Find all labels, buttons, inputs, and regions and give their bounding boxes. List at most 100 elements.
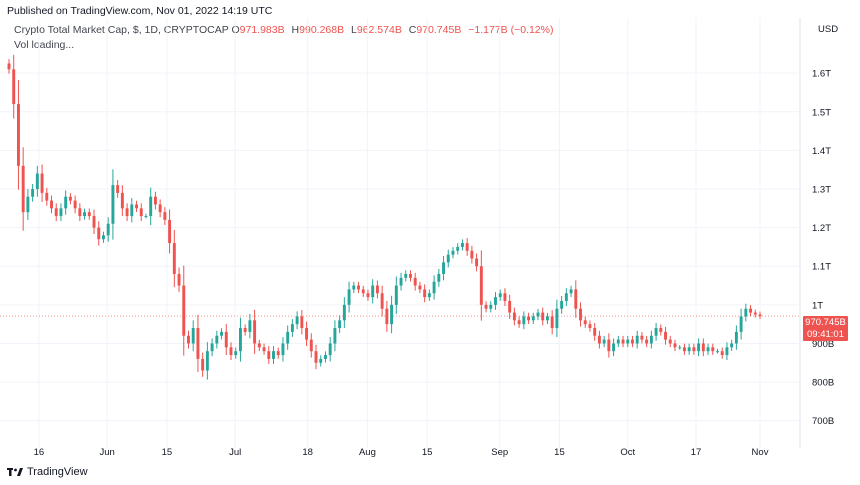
candle-body xyxy=(371,285,375,298)
x-tick-label: 18 xyxy=(302,447,313,458)
candle-body xyxy=(725,347,729,356)
candle-body xyxy=(706,347,710,352)
candle-body xyxy=(309,339,313,352)
candle-body xyxy=(588,324,592,329)
candle-body xyxy=(295,316,299,325)
candle-body xyxy=(734,331,738,344)
price-axis: 700B 800B 900B 1T 1.1T 1.2T 1.3T 1.4T 1.5T 1.6T xyxy=(812,69,834,428)
candle-body xyxy=(574,289,578,309)
candle-body xyxy=(352,285,356,290)
candle-body xyxy=(626,339,630,344)
tradingview-logo[interactable]: TradingView xyxy=(7,466,88,478)
candle-body xyxy=(394,285,398,305)
candle-body xyxy=(220,331,224,336)
candle-body xyxy=(243,328,247,332)
candle-body xyxy=(484,304,488,309)
candle-body xyxy=(50,200,53,209)
candle-body xyxy=(272,351,275,359)
candle-body xyxy=(229,347,233,356)
candle-body xyxy=(720,351,724,356)
symbol-label: Crypto Total Market Cap, $, 1D, CRYPTOCA… xyxy=(14,24,229,36)
candle-body xyxy=(144,216,148,218)
x-tick-label: Aug xyxy=(359,447,376,458)
candle-body xyxy=(640,335,644,340)
candle-body xyxy=(333,328,337,344)
candle-body xyxy=(517,320,521,325)
high-label: H xyxy=(291,24,300,36)
candle-body xyxy=(635,335,639,344)
candle-body xyxy=(205,351,209,371)
candle-body xyxy=(116,185,120,193)
candle-body xyxy=(427,293,431,298)
y-tick-label: 800B xyxy=(812,378,834,389)
candle-body xyxy=(21,165,25,213)
candle-body xyxy=(479,266,483,305)
candle-body xyxy=(290,324,294,332)
candle-body xyxy=(366,293,370,298)
candle-body xyxy=(409,273,412,278)
candle-body xyxy=(7,63,11,70)
y-tick-label: 1.5T xyxy=(812,107,831,118)
candle-body xyxy=(442,262,446,274)
y-tick-label: 1T xyxy=(812,300,823,311)
candle-body xyxy=(579,308,582,321)
bar-countdown: 09:41:01 xyxy=(807,328,844,340)
candle-body xyxy=(749,308,753,313)
candle-body xyxy=(668,339,672,344)
candle-body xyxy=(12,69,16,105)
candle-body xyxy=(224,331,228,348)
candle-body xyxy=(512,312,516,321)
candle-body xyxy=(210,343,214,352)
high-value: 990.268B xyxy=(299,24,345,36)
x-tick-label: Jul xyxy=(229,447,241,458)
last-price-tag: 970.745B 09:41:01 xyxy=(803,316,848,341)
candle-body xyxy=(172,243,176,274)
candle-body xyxy=(191,328,195,344)
candle-body xyxy=(616,339,620,344)
candle-body xyxy=(253,320,257,344)
open-value: 971.983B xyxy=(239,24,285,36)
candle-body xyxy=(361,289,365,294)
candle-body xyxy=(390,304,394,325)
candle-body xyxy=(687,347,691,352)
candle-body xyxy=(163,212,167,220)
x-tick-label: 17 xyxy=(691,447,702,458)
candle-body xyxy=(503,293,507,301)
candle-body xyxy=(645,339,649,344)
candle-body xyxy=(314,351,318,363)
candle-body xyxy=(583,320,587,325)
candle-body xyxy=(692,347,696,352)
x-tick-label: 15 xyxy=(554,447,565,458)
candle-body xyxy=(87,212,91,217)
candle-body xyxy=(45,192,49,201)
candle-body xyxy=(139,208,143,217)
currency-label: USD xyxy=(818,24,838,35)
candle-body xyxy=(673,343,677,348)
candle-body xyxy=(413,277,417,286)
candle-body xyxy=(54,208,58,217)
candle-body xyxy=(267,351,271,359)
candle-body xyxy=(215,335,219,344)
candle-body xyxy=(153,196,157,205)
y-tick-label: 1.6T xyxy=(812,69,831,80)
candle-body xyxy=(92,216,96,228)
candle-body xyxy=(35,173,39,190)
x-tick-label: 15 xyxy=(422,447,433,458)
candle-body xyxy=(187,335,190,344)
candle-body xyxy=(489,304,493,309)
candle-body xyxy=(281,343,285,356)
candle-body xyxy=(701,343,705,352)
candle-body xyxy=(182,285,186,336)
candle-body xyxy=(569,289,573,294)
close-label: C xyxy=(408,24,417,36)
candle-body xyxy=(649,335,653,344)
candle-body xyxy=(64,196,68,209)
candle-body xyxy=(560,300,564,309)
candle-body xyxy=(97,227,101,240)
candle-body xyxy=(753,312,757,315)
candle-body xyxy=(380,293,384,309)
low-value: 962.574B xyxy=(356,24,402,36)
tradingview-logo-icon xyxy=(7,468,23,476)
low-label: L xyxy=(351,24,357,36)
